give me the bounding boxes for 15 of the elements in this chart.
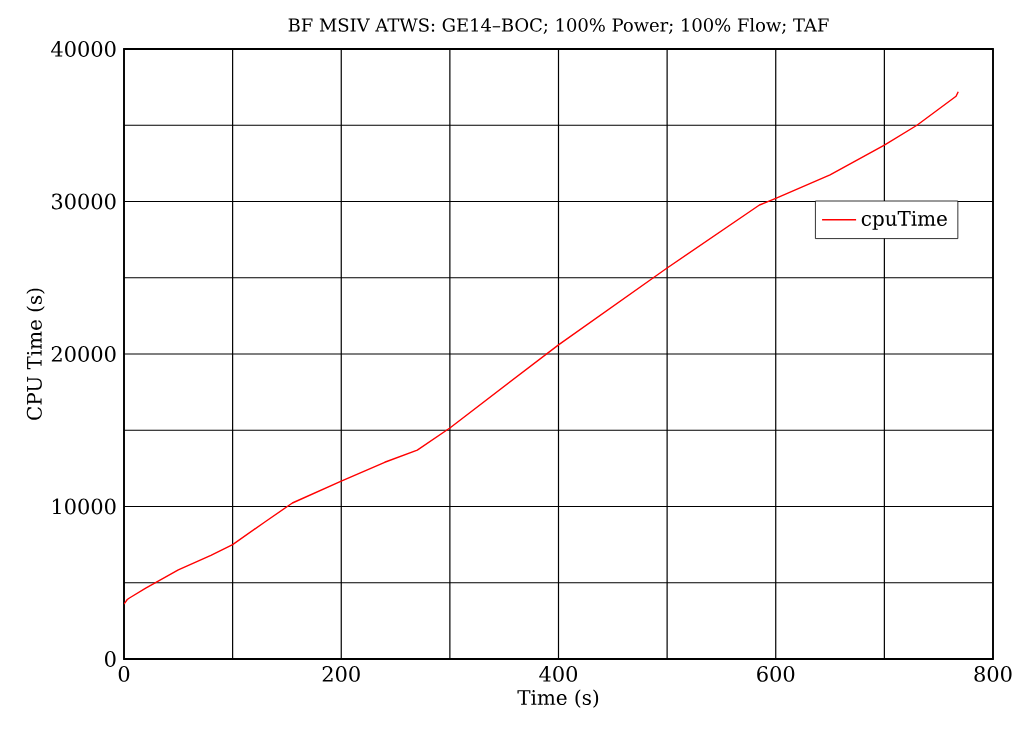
chart-title: BF MSIV ATWS: GE14–BOC; 100% Power; 100% Flow; TAF <box>288 17 829 34</box>
x-tick-label: 800 <box>974 666 1012 682</box>
legend-label: cpuTime <box>861 210 947 230</box>
y-tick-label: 0 <box>105 651 116 667</box>
x-tick-label: 0 <box>118 666 130 682</box>
x-axis-title: Time (s) <box>517 689 599 708</box>
y-tick-label: 20000 <box>51 346 116 362</box>
y-axis-title: CPU Time (s) <box>26 288 45 420</box>
y-tick-label: 10000 <box>52 498 116 515</box>
x-tick-label: 600 <box>757 666 795 682</box>
y-tick-label: 40000 <box>51 41 116 57</box>
x-tick-label: 400 <box>539 666 578 682</box>
line-series <box>124 91 959 605</box>
y-tick-label: 30000 <box>52 193 116 210</box>
x-tick-label: 200 <box>322 666 360 682</box>
